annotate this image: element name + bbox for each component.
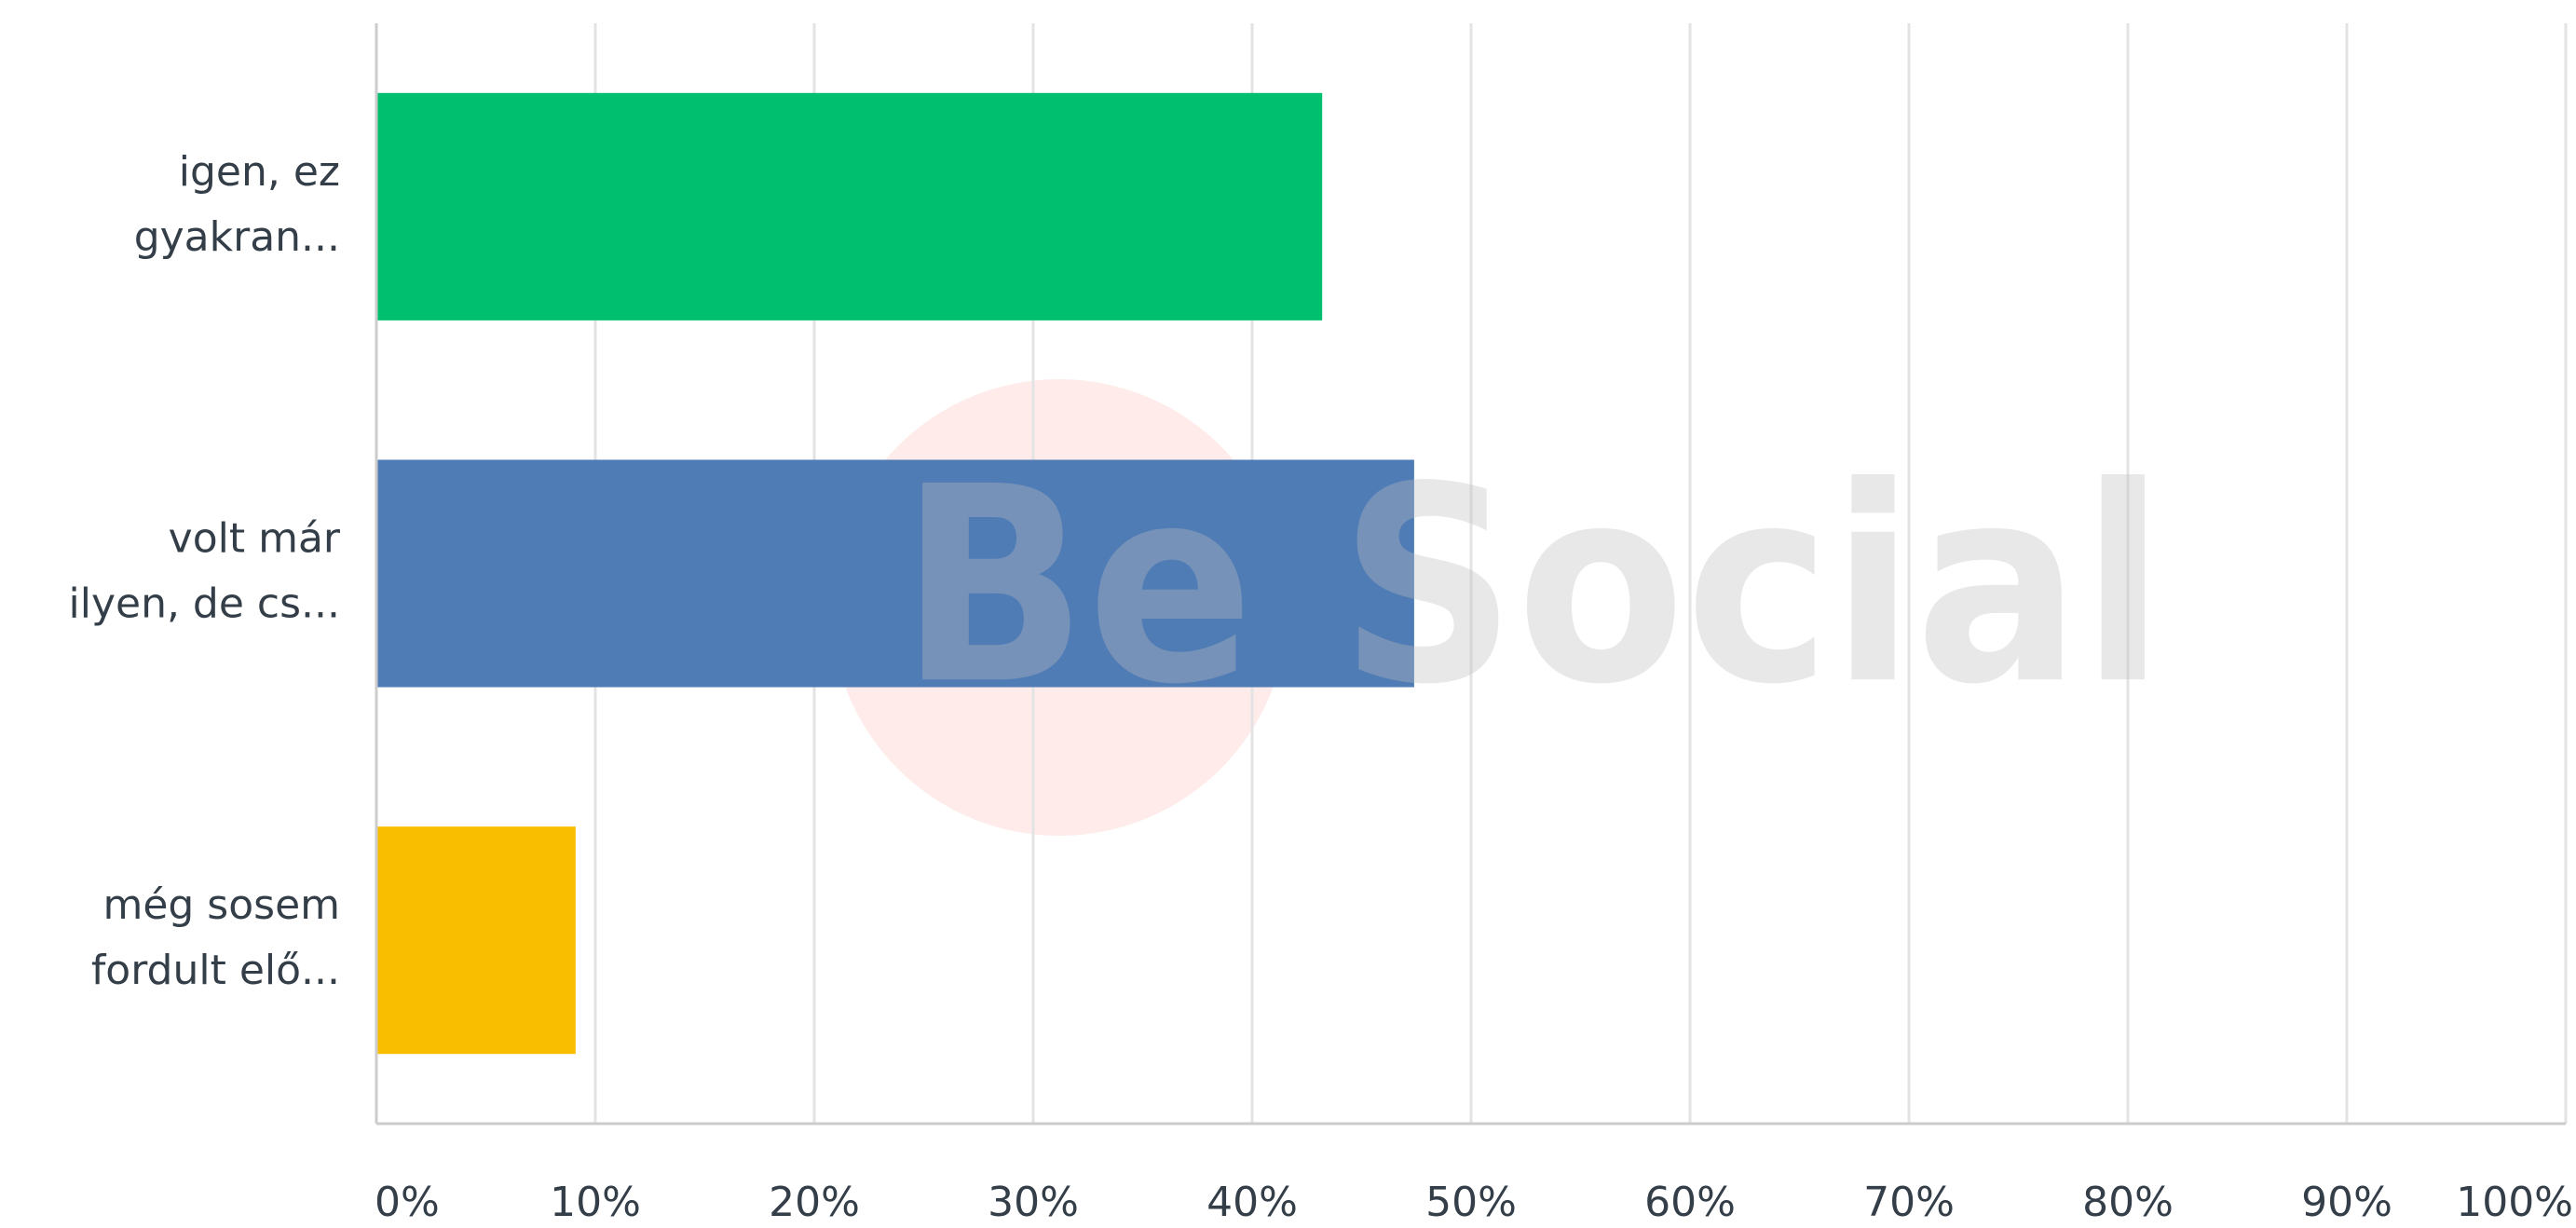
x-tick-label: 100% (2456, 1179, 2573, 1226)
bar (376, 92, 1323, 321)
x-tick-label: 30% (988, 1179, 1079, 1226)
y-tick-label: fordult elő... (91, 947, 340, 994)
x-tick-label: 10% (550, 1179, 641, 1226)
watermark: Be Social (900, 430, 2165, 744)
bar (376, 459, 1414, 688)
x-tick-label: 20% (769, 1179, 860, 1226)
x-tick-label: 80% (2082, 1179, 2174, 1226)
x-tick-label: 70% (1863, 1179, 1955, 1226)
y-tick-label: gyakran... (134, 213, 340, 261)
y-tick-label: még sosem (102, 881, 340, 929)
bar (376, 826, 576, 1055)
x-tick-label: 50% (1425, 1179, 1517, 1226)
x-tick-label: 90% (2301, 1179, 2392, 1226)
y-tick-label: igen, ez (179, 148, 340, 196)
y-tick-label: volt már (169, 515, 341, 563)
y-tick-label: ilyen, de cs... (69, 580, 340, 628)
x-tick-label: 40% (1206, 1179, 1298, 1226)
x-tick-label: 60% (1644, 1179, 1736, 1226)
x-tick-label: 0% (375, 1179, 440, 1226)
